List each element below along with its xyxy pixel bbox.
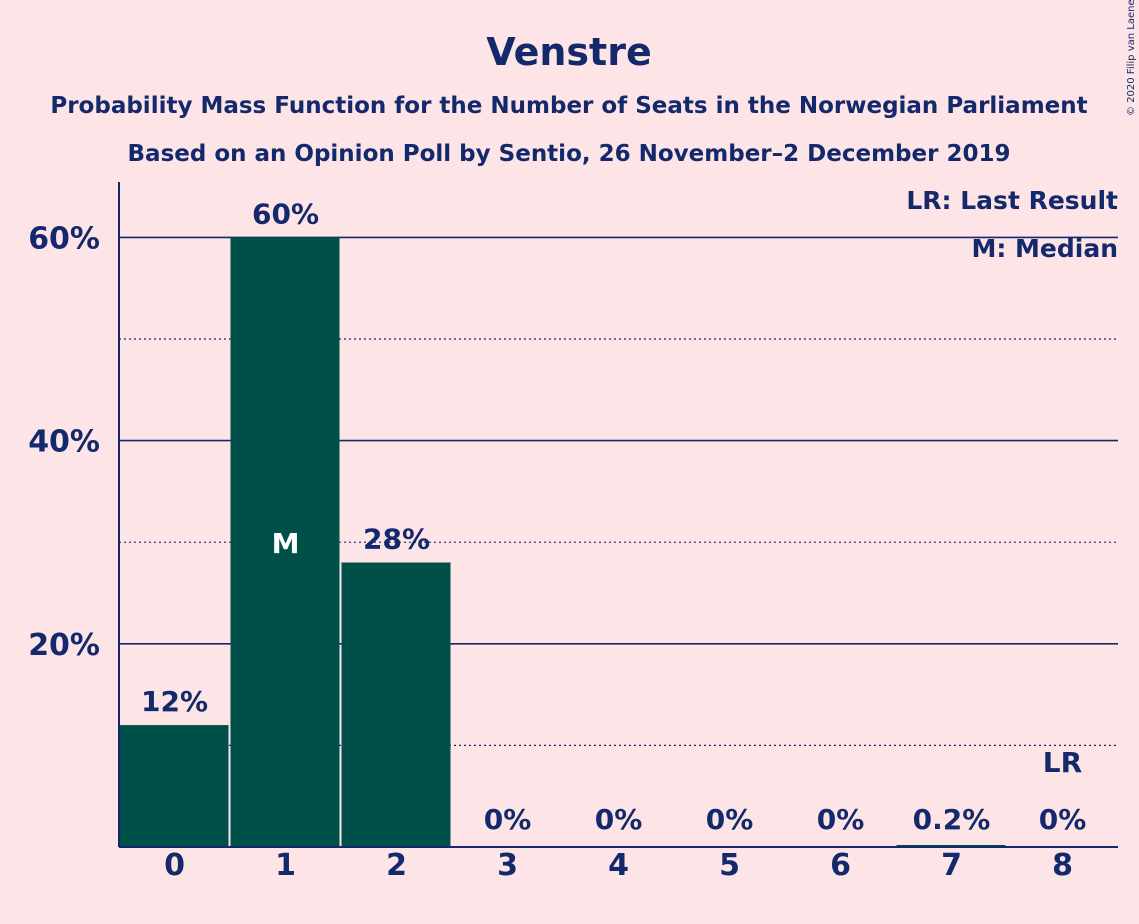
chart-subtitle-1: Probability Mass Function for the Number… — [50, 93, 1087, 119]
legend-last-result: LR: Last Result — [906, 186, 1118, 215]
y-tick-label: 20% — [28, 628, 100, 663]
x-tick-label: 5 — [719, 848, 740, 883]
y-tick-label: 40% — [28, 425, 100, 460]
axes: 20% 40% 60% 0 1 2 3 4 5 6 7 8 — [28, 182, 1118, 883]
y-tick-label: 60% — [28, 221, 100, 256]
x-tick-label: 0 — [164, 848, 185, 883]
bar — [341, 562, 451, 847]
bar — [119, 725, 229, 847]
x-tick-label: 3 — [497, 848, 518, 883]
bar-value-label: 0.2% — [913, 803, 991, 836]
bars — [119, 237, 1006, 847]
legend-median: M: Median — [971, 234, 1118, 263]
bar-value-label: 60% — [252, 197, 319, 230]
chart-title: Venstre — [486, 30, 651, 74]
chart-subtitle-2: Based on an Opinion Poll by Sentio, 26 N… — [128, 141, 1011, 167]
bar-value-label: 0% — [595, 803, 643, 836]
x-tick-label: 7 — [941, 848, 962, 883]
median-marker: M — [272, 527, 300, 560]
bar-value-label: 28% — [363, 523, 430, 556]
bar-value-label: 12% — [141, 685, 208, 718]
bar-value-labels: 12% 60% M 28% 0% 0% 0% 0% 0.2% 0% LR — [141, 197, 1086, 836]
bar-value-label: 0% — [817, 803, 865, 836]
bar-value-label: 0% — [484, 803, 532, 836]
bar-value-label: 0% — [706, 803, 754, 836]
x-tick-label: 6 — [830, 848, 851, 883]
bar — [896, 844, 1006, 847]
last-result-marker: LR — [1043, 746, 1082, 779]
copyright-text: © 2020 Filip van Laenen — [1126, 0, 1137, 116]
x-tick-label: 1 — [275, 848, 296, 883]
x-tick-label: 4 — [608, 848, 629, 883]
x-tick-label: 2 — [386, 848, 407, 883]
x-tick-label: 8 — [1052, 848, 1073, 883]
bar — [230, 237, 340, 847]
bar-value-label: 0% — [1039, 803, 1087, 836]
